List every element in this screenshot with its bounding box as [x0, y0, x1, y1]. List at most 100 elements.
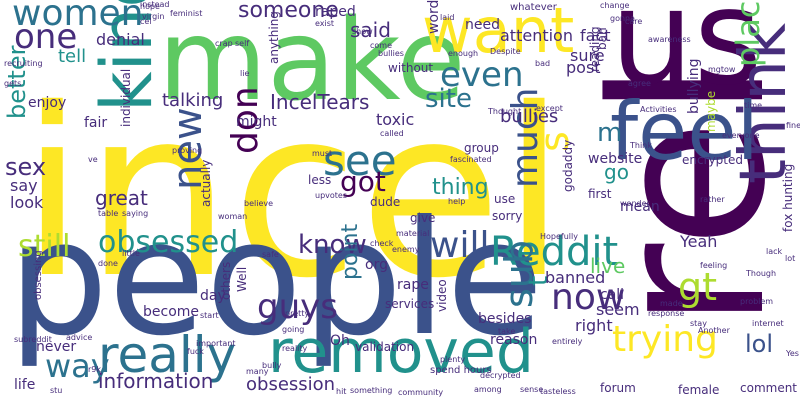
word-sure: sure [570, 46, 605, 65]
word-must: must [312, 149, 333, 158]
word-fair: fair [84, 115, 108, 131]
word-exist: exist [315, 19, 335, 28]
word-day: day [200, 288, 226, 304]
word-right: right [575, 316, 613, 335]
word-proving: proving [172, 146, 203, 155]
word-gets: gets [4, 79, 22, 88]
word-enjoy: enjoy [28, 95, 67, 111]
word-ban: ban [595, 27, 609, 50]
word-sub: sub [497, 239, 541, 308]
word-even: even [440, 55, 524, 95]
word-think-small: Think [630, 141, 652, 150]
word-got: got [340, 165, 386, 198]
word-inceltears: IncelTears [270, 90, 370, 114]
word-bullies-small: bullies [378, 49, 404, 58]
word-mean: mean [620, 199, 660, 215]
word-dude: dude [370, 195, 401, 209]
word-gt: gt [678, 265, 718, 309]
word-someone: someone [238, 0, 339, 23]
word-actually: actually [199, 159, 213, 207]
word-bullies: bullies [500, 106, 559, 127]
word-look: look [10, 193, 44, 212]
word-sense: sense [520, 385, 544, 394]
word-word: word [426, 0, 442, 34]
word-tasteless: tasteless [540, 387, 576, 396]
word-forum: forum [600, 381, 636, 395]
word-sex: sex [5, 153, 47, 181]
word-see: see [323, 136, 397, 185]
word-use: use [494, 192, 516, 206]
word-org: org [365, 257, 388, 273]
word-will: will [430, 225, 490, 266]
word-table: table [98, 209, 119, 218]
word-recruiting: recruiting [4, 59, 43, 68]
word-take: take [498, 327, 516, 336]
word-call: call [600, 287, 625, 303]
word-rape: rape [397, 277, 429, 293]
word-bully: bully [262, 361, 282, 370]
word-obsession: obsession [246, 374, 336, 395]
word-others: others [219, 261, 233, 300]
word-video: video [435, 279, 449, 312]
word-lol: lol [745, 330, 774, 358]
word-whatever: whatever [510, 2, 557, 13]
word-virgin: virgin [142, 12, 165, 21]
word-among: among [474, 385, 502, 394]
word-female: female [678, 383, 720, 397]
word-awareness: awareness [648, 35, 691, 44]
word-response: response [648, 309, 685, 318]
word-one: one [14, 17, 78, 57]
word-maybe: maybe [704, 90, 718, 132]
word-r9k: r9k [88, 365, 102, 374]
word-yeah: Yeah [680, 232, 718, 251]
word-spend-hours: spend hours [430, 365, 492, 376]
word-first: first [588, 187, 612, 201]
word-laid: laid [440, 13, 455, 22]
word-anything: anything [267, 11, 281, 64]
word-community: community [398, 388, 444, 397]
word-validation: validation [355, 340, 415, 354]
word-talking: talking [162, 90, 224, 111]
word-group: group [464, 141, 499, 155]
word-wonder: wonder [620, 199, 650, 208]
word-still: still [18, 229, 71, 264]
word-feminist: feminist [170, 9, 203, 18]
word-obsessing: obsessing [33, 250, 44, 300]
word-believe: believe [244, 199, 274, 208]
word-stay: stay [690, 319, 707, 328]
word-obsessed: obsessed [98, 225, 239, 260]
word-comment: comment [740, 381, 798, 395]
word-reason: reason [490, 332, 538, 348]
word-make: make [158, 0, 466, 126]
word-go: go [604, 160, 629, 184]
word-never: never [36, 339, 77, 355]
word-website: website [588, 151, 643, 167]
word-care: care [625, 17, 643, 26]
word-individual: individual [119, 68, 133, 127]
word-show: show [352, 27, 373, 36]
word-mgtow: mgtow [708, 65, 736, 74]
word-really: really [98, 326, 237, 384]
word-less: less [308, 173, 332, 187]
word-hope: hope [140, 2, 160, 11]
word-great: great [95, 186, 148, 210]
word-feel: feel [610, 85, 759, 178]
word-bullying: bullying [686, 58, 702, 114]
word-decrypted: decrypted [480, 371, 521, 380]
word-want: want [422, 0, 575, 67]
word-enemy: enemy [392, 245, 420, 254]
word-denial: denial [96, 30, 145, 49]
word-crap: crap [215, 39, 233, 48]
word-except: except [536, 104, 563, 113]
word-start: start [200, 311, 219, 320]
word-godaddy: godaddy [561, 139, 575, 192]
word-fuck: fuck [187, 347, 204, 356]
word-important: important [196, 339, 236, 348]
word-without: without [388, 61, 434, 75]
word-said: said [350, 18, 391, 42]
word-information: information [98, 369, 214, 393]
word-encrypted: encrypted [682, 153, 743, 167]
word-little: little [122, 249, 140, 258]
word-trying: trying [612, 319, 718, 360]
